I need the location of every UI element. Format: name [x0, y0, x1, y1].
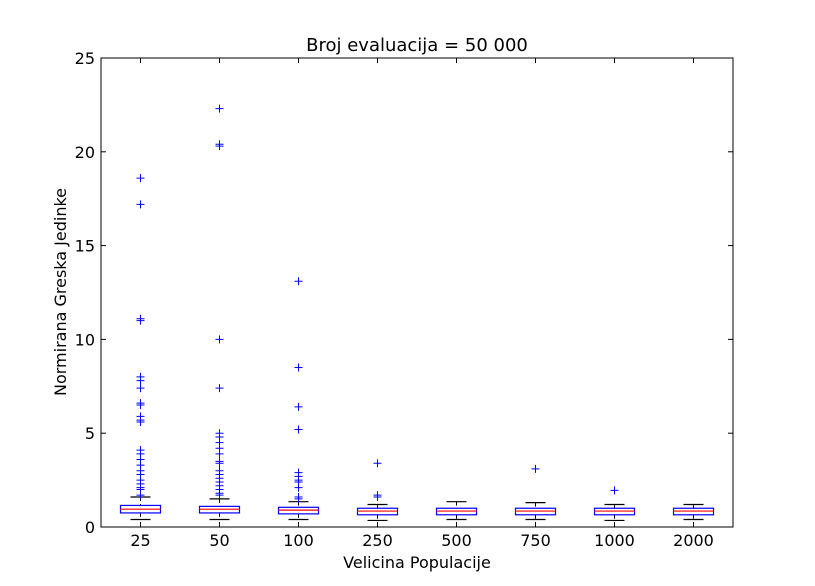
outlier-point: [215, 335, 224, 344]
outlier-point: [531, 464, 540, 473]
box-group-250: [356, 459, 399, 522]
box-group-25: [119, 174, 162, 521]
x-tick-label: 100: [283, 531, 314, 550]
y-tick-label: 10: [75, 330, 95, 349]
outlier-point: [136, 491, 145, 500]
box-group-1000: [593, 486, 636, 522]
axes-frame: [100, 57, 734, 528]
outlier-point: [136, 376, 145, 385]
outlier-point: [610, 486, 619, 495]
y-tick-label: 15: [75, 237, 95, 256]
box-group-500: [435, 501, 478, 521]
x-tick-label: 750: [520, 531, 551, 550]
y-tick-label: 0: [85, 518, 95, 537]
outlier-point: [294, 402, 303, 411]
outlier-point: [136, 384, 145, 393]
chart-title: Broj evaluacija = 50 000: [306, 35, 528, 56]
outlier-point: [136, 401, 145, 410]
x-axis-label: Velicina Populacije: [343, 553, 491, 572]
box-group-750: [514, 464, 557, 521]
outlier-point: [136, 316, 145, 325]
outlier-point: [136, 417, 145, 426]
outlier-point: [215, 491, 224, 500]
outlier-point: [215, 142, 224, 151]
x-tick-label: 2000: [673, 531, 714, 550]
x-tick-label: 500: [441, 531, 472, 550]
outlier-point: [215, 104, 224, 113]
y-tick-label: 5: [85, 424, 95, 443]
outlier-point: [136, 174, 145, 183]
box-group-100: [277, 277, 320, 521]
y-axis-label: Normirana Greska Jedinke: [51, 188, 70, 396]
outlier-point: [294, 494, 303, 503]
outlier-point: [215, 459, 224, 468]
outlier-point: [294, 425, 303, 434]
y-tick-label: 25: [75, 49, 95, 68]
outlier-point: [215, 384, 224, 393]
outlier-point: [373, 492, 382, 501]
box-group-2000: [672, 503, 715, 521]
outlier-point: [373, 459, 382, 468]
box-group-50: [198, 104, 241, 521]
plot-area: 0 5 10 15 20 25 25 50 100 250 500 750 1000 2000: [75, 49, 734, 550]
x-tick-label: 50: [209, 531, 229, 550]
outlier-point: [136, 200, 145, 209]
x-tick-label: 250: [362, 531, 393, 550]
y-tick-label: 20: [75, 143, 95, 162]
x-tick-label: 25: [130, 531, 150, 550]
outlier-point: [215, 449, 224, 458]
outlier-point: [294, 483, 303, 492]
outlier-point: [294, 277, 303, 286]
outlier-point: [294, 363, 303, 372]
x-tick-label: 1000: [594, 531, 635, 550]
